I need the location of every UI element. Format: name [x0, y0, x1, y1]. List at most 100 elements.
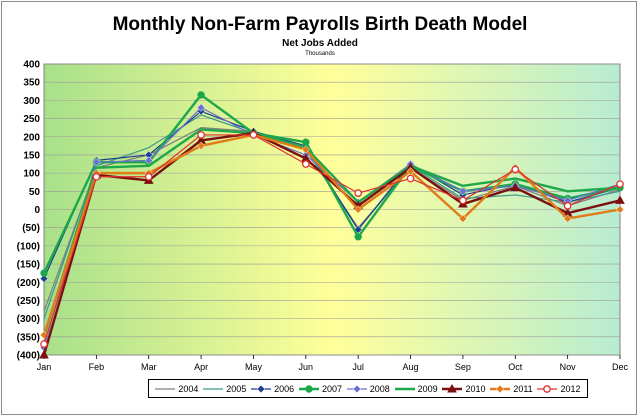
y-tick-label: 200 — [23, 132, 40, 143]
legend-swatch — [203, 387, 224, 390]
series-lines — [39, 91, 625, 359]
data-point — [458, 214, 468, 223]
legend-item-2011: 2011 — [490, 383, 533, 394]
y-tick-label: 300 — [23, 96, 40, 107]
data-point — [510, 182, 521, 192]
y-tick-label: 350 — [23, 78, 40, 89]
legend-label: 2004 — [178, 383, 199, 394]
x-tick-label: Jul — [352, 362, 364, 372]
legend-swatch — [537, 384, 558, 393]
data-point — [40, 340, 48, 348]
data-point — [39, 349, 49, 359]
data-point — [92, 172, 101, 181]
data-point — [354, 205, 363, 214]
y-tick-label: 50 — [29, 187, 41, 198]
x-tick-label: Nov — [560, 362, 577, 372]
legend-item-2012: 2012 — [537, 383, 581, 394]
legend-swatch — [394, 387, 415, 390]
data-point — [458, 187, 468, 196]
chart-units-label: Thousands — [305, 51, 335, 57]
data-point — [459, 196, 467, 205]
legend-label: 2008 — [369, 383, 390, 394]
legend-label: 2006 — [274, 383, 295, 394]
data-point — [196, 103, 206, 112]
data-point — [249, 131, 258, 139]
legend-label: 2010 — [465, 383, 486, 394]
data-point — [144, 172, 153, 181]
series-line-2010 — [42, 131, 621, 356]
data-point — [406, 174, 415, 183]
legend-item-2010: 2010 — [442, 383, 486, 394]
y-tick-label: (400) — [17, 351, 40, 362]
legend-swatch — [346, 384, 367, 393]
legend-label: 2005 — [226, 383, 247, 394]
series-2009 — [42, 128, 621, 338]
legend-swatch — [155, 387, 176, 390]
y-tick-label: 150 — [23, 150, 40, 161]
x-tick-label: Jan — [37, 362, 52, 372]
data-point — [301, 160, 310, 168]
legend-marker — [352, 384, 361, 393]
legend-swatch — [490, 384, 511, 393]
data-point — [39, 274, 49, 283]
y-tick-label: 250 — [23, 114, 40, 125]
legend-label: 2012 — [560, 383, 581, 394]
legend-item-2008: 2008 — [346, 383, 390, 394]
legend-item-2004: 2004 — [155, 384, 198, 394]
legend-marker — [305, 384, 313, 393]
x-tick-label: Feb — [89, 362, 105, 372]
series-line-2009 — [42, 128, 621, 338]
x-tick-label: Mar — [141, 362, 157, 372]
legend-label: 2007 — [321, 383, 342, 394]
y-tick-label: (50) — [22, 223, 40, 234]
y-tick-label: (200) — [17, 278, 40, 289]
chart-title: Monthly Non-Farm Payrolls Birth Death Mo… — [112, 14, 528, 35]
y-tick-label: (150) — [17, 260, 40, 271]
chart-subtitle: Net Jobs Added — [282, 38, 358, 49]
data-point — [302, 138, 310, 146]
legend-swatch — [442, 383, 463, 392]
legend-item-2006: 2006 — [251, 384, 294, 394]
legend-swatch — [298, 384, 319, 393]
legend-marker — [447, 383, 458, 392]
data-point — [563, 202, 572, 210]
data-point — [615, 205, 625, 214]
legend-item-2007: 2007 — [298, 383, 342, 394]
legend-swatch — [251, 384, 272, 393]
data-point — [39, 330, 49, 340]
y-tick-label: 400 — [23, 60, 40, 71]
x-axis: Jan Feb Mar Apr May Jun Jul Aug Sep Oct Nov Dec — [37, 355, 629, 372]
data-point — [197, 131, 205, 139]
y-tick-label: 0 — [34, 205, 40, 216]
data-point — [196, 141, 206, 150]
legend-marker — [256, 384, 266, 393]
series-2012 — [40, 131, 624, 348]
data-point — [615, 195, 625, 204]
x-tick-label: Dec — [612, 362, 629, 372]
legend-item-2005: 2005 — [203, 384, 246, 394]
legend-label: 2009 — [417, 383, 438, 394]
data-point — [40, 269, 48, 277]
legend: 2004 2005 2006 2007 2008 2009 2010 2011 2012 — [148, 379, 588, 398]
x-tick-label: Sep — [455, 362, 471, 372]
x-tick-label: May — [245, 362, 263, 372]
y-tick-label: (300) — [17, 314, 40, 325]
y-tick-label: 100 — [23, 169, 40, 180]
legend-marker — [496, 384, 505, 393]
y-tick-label: (250) — [17, 296, 40, 307]
data-point — [616, 180, 624, 188]
y-axis: (400) (350) (300) (250) (200) (150) (100) (50) 0… — [17, 60, 41, 362]
data-point — [197, 91, 205, 99]
series-line-2012 — [43, 134, 621, 345]
legend-marker — [543, 384, 552, 393]
data-point — [301, 145, 310, 154]
legend-label: 2011 — [513, 383, 533, 394]
x-tick-label: Jun — [299, 362, 314, 372]
y-tick-label: (350) — [17, 332, 40, 343]
y-tick-label: (100) — [17, 241, 40, 252]
x-tick-label: Apr — [194, 362, 208, 372]
series-line-2007 — [42, 93, 621, 274]
legend-item-2009: 2009 — [394, 383, 438, 394]
data-point — [354, 189, 363, 197]
